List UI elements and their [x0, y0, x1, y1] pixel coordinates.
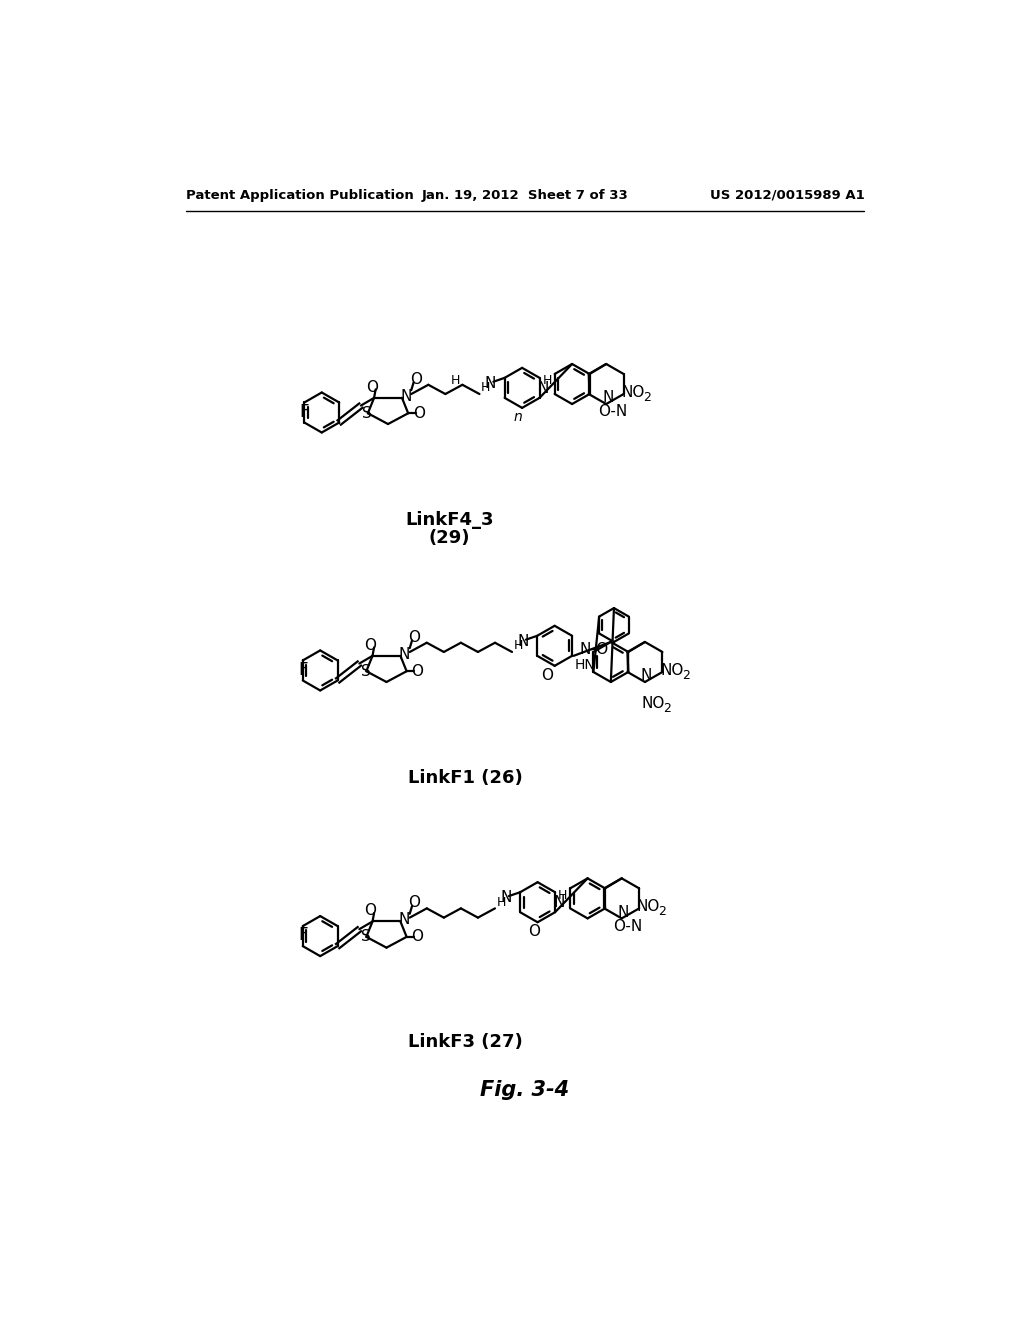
Text: F: F: [300, 403, 309, 421]
Text: N: N: [641, 668, 652, 684]
Text: F: F: [298, 927, 307, 944]
Text: O: O: [410, 372, 422, 387]
Text: F: F: [298, 661, 307, 678]
Text: S: S: [360, 929, 371, 944]
Text: NO: NO: [637, 899, 660, 915]
Text: Fig. 3-4: Fig. 3-4: [480, 1080, 569, 1100]
Text: O-N: O-N: [598, 404, 627, 420]
Text: N: N: [400, 389, 412, 404]
Text: HN: HN: [574, 659, 595, 672]
Text: 2: 2: [682, 668, 689, 681]
Text: LinkF3 (27): LinkF3 (27): [408, 1034, 522, 1051]
Text: O: O: [413, 405, 425, 421]
Text: N: N: [538, 381, 549, 396]
Text: NO: NO: [660, 663, 683, 678]
Text: O: O: [366, 380, 378, 395]
Text: N: N: [398, 912, 410, 928]
Text: S: S: [360, 664, 371, 678]
Text: O: O: [412, 929, 424, 944]
Text: O: O: [365, 638, 376, 652]
Text: n: n: [514, 411, 522, 424]
Text: O: O: [409, 630, 421, 645]
Text: Patent Application Publication: Patent Application Publication: [186, 189, 414, 202]
Text: O: O: [412, 664, 424, 678]
Text: Jan. 19, 2012  Sheet 7 of 33: Jan. 19, 2012 Sheet 7 of 33: [422, 189, 628, 202]
Text: H: H: [497, 896, 506, 908]
Text: US 2012/0015989 A1: US 2012/0015989 A1: [710, 189, 864, 202]
Text: N: N: [398, 647, 410, 661]
Text: O: O: [365, 903, 376, 919]
Text: H: H: [514, 639, 523, 652]
Text: NO: NO: [641, 696, 665, 711]
Text: H: H: [543, 375, 552, 388]
Text: N: N: [484, 376, 496, 391]
Text: H: H: [481, 381, 490, 395]
Text: N: N: [517, 634, 528, 648]
Text: O: O: [541, 668, 553, 682]
Text: N: N: [602, 391, 613, 405]
Text: LinkF1 (26): LinkF1 (26): [408, 770, 522, 787]
Text: LinkF4_3: LinkF4_3: [406, 511, 494, 529]
Text: 2: 2: [643, 391, 651, 404]
Text: (29): (29): [429, 529, 470, 546]
Text: 2: 2: [658, 906, 667, 917]
Text: H: H: [558, 888, 567, 902]
Text: O: O: [527, 924, 540, 939]
Text: S: S: [362, 405, 372, 421]
Text: N: N: [500, 890, 512, 906]
Text: O: O: [409, 895, 421, 911]
Text: H: H: [451, 374, 460, 387]
Text: N: N: [553, 895, 564, 911]
Text: N: N: [617, 904, 629, 920]
Text: 2: 2: [663, 702, 671, 714]
Text: O-N: O-N: [613, 919, 642, 933]
Text: N-O: N-O: [580, 642, 608, 657]
Text: NO: NO: [622, 385, 645, 400]
